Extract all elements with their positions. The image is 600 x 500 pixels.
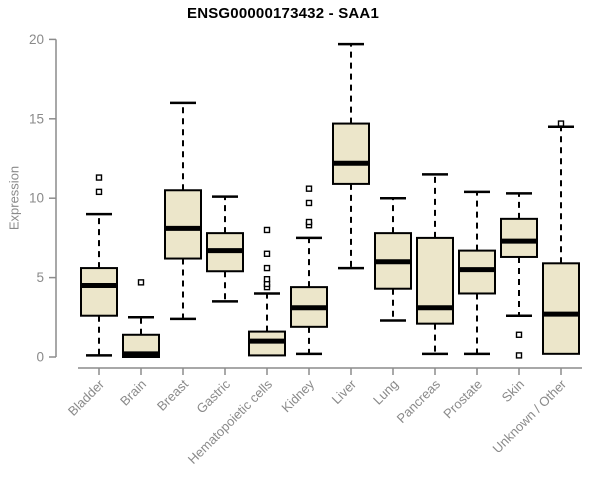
y-tick-label: 10 bbox=[29, 191, 44, 206]
boxplot-bladder bbox=[80, 174, 118, 357]
boxplot-unknown-other bbox=[542, 120, 580, 355]
boxplot-lung bbox=[374, 196, 412, 322]
y-tick-label: 15 bbox=[29, 111, 44, 126]
outlier-point bbox=[95, 174, 103, 181]
x-category-label-brain: Brain bbox=[117, 377, 149, 409]
boxplot-gastric bbox=[206, 195, 244, 303]
x-category-label-skin: Skin bbox=[499, 377, 527, 405]
x-category-label-prostate: Prostate bbox=[440, 377, 485, 422]
outlier-point bbox=[263, 275, 271, 283]
y-tick-label: 5 bbox=[36, 270, 44, 285]
outlier-point bbox=[95, 188, 103, 196]
chart-title: ENSG00000173432 - SAA1 bbox=[186, 5, 380, 22]
outlier-point bbox=[263, 264, 271, 272]
outlier-point bbox=[263, 250, 271, 257]
y-tick-label: 20 bbox=[29, 32, 44, 47]
iqr-box bbox=[332, 122, 370, 185]
boxplot-breast bbox=[164, 101, 202, 321]
boxplot-kidney bbox=[290, 185, 328, 356]
x-category-label-unknown-other: Unknown / Other bbox=[490, 376, 570, 456]
boxplot-liver bbox=[332, 42, 370, 270]
boxplot-brain bbox=[122, 279, 160, 359]
x-category-label-gastric: Gastric bbox=[193, 376, 233, 416]
iqr-box bbox=[542, 262, 580, 355]
boxplot-skin bbox=[500, 192, 538, 359]
outlier-point bbox=[305, 185, 313, 192]
iqr-box bbox=[416, 236, 454, 325]
outlier-point bbox=[515, 352, 523, 359]
iqr-box bbox=[164, 189, 202, 260]
outlier-point bbox=[515, 331, 523, 338]
iqr-box bbox=[80, 267, 118, 317]
x-category-label-liver: Liver bbox=[329, 376, 360, 407]
outlier-point bbox=[305, 218, 313, 226]
x-category-label-kidney: Kidney bbox=[278, 376, 317, 415]
boxplot-prostate bbox=[458, 190, 496, 356]
iqr-box bbox=[500, 217, 538, 258]
y-tick-label: 0 bbox=[36, 350, 44, 365]
x-category-label-pancreas: Pancreas bbox=[394, 376, 444, 426]
outlier-point bbox=[263, 226, 271, 234]
boxplot-pancreas bbox=[416, 173, 454, 356]
boxplot-hematopoietic-cells bbox=[248, 226, 286, 357]
x-category-label-lung: Lung bbox=[370, 377, 401, 408]
outlier-point bbox=[557, 120, 565, 127]
outlier-point bbox=[305, 199, 313, 207]
x-category-label-bladder: Bladder bbox=[65, 376, 108, 419]
outlier-point bbox=[137, 279, 145, 286]
x-category-label-breast: Breast bbox=[154, 376, 191, 413]
